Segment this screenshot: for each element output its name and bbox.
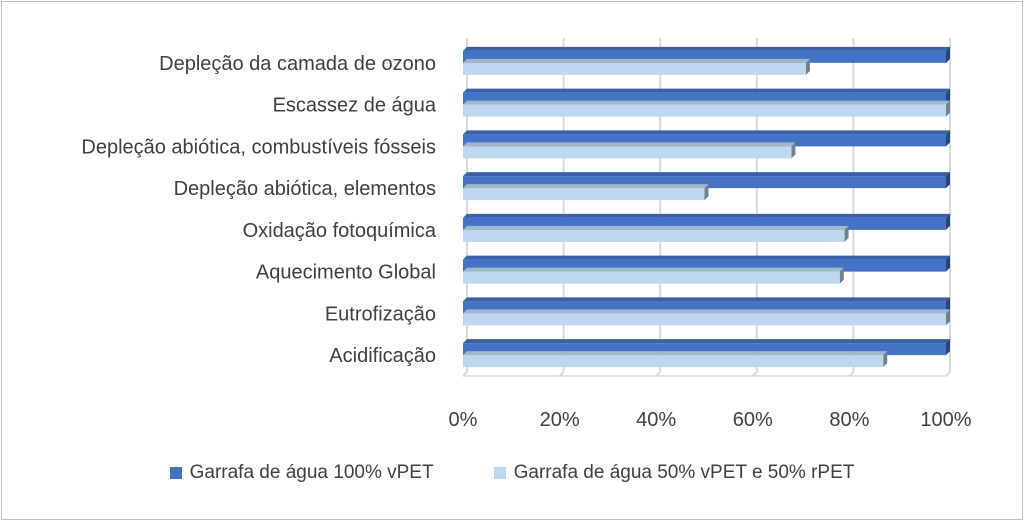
- bar-2-8: [463, 351, 888, 368]
- x-tick-label: 60%: [733, 409, 773, 431]
- bar-top: [463, 172, 950, 177]
- bar-side: [704, 184, 709, 201]
- bar-side: [946, 172, 950, 189]
- bar-side: [883, 351, 888, 368]
- x-tick-label: 0%: [449, 409, 478, 431]
- x-tick-label: 20%: [540, 409, 580, 431]
- bar-front: [463, 62, 806, 75]
- category-label: Depleção da camada de ozono: [159, 53, 436, 75]
- category-label: Depleção abiótica, combustíveis fósseis: [81, 136, 436, 158]
- bar-side: [946, 213, 950, 230]
- x-tick-label: 80%: [829, 409, 869, 431]
- bar-top: [463, 297, 950, 302]
- gridline-floor: [945, 371, 951, 377]
- bar-top: [463, 58, 810, 63]
- legend-item-series-1: Garrafa de água 100% vPET: [169, 462, 434, 484]
- bar-2-6: [463, 267, 844, 284]
- bar-top: [463, 184, 709, 189]
- legend-label-series-1: Garrafa de água 100% vPET: [189, 462, 434, 483]
- bar-side: [791, 142, 796, 159]
- legend-swatch-series-1: [169, 467, 182, 479]
- category-label: Acidificação: [329, 345, 436, 367]
- bar-top: [463, 267, 844, 272]
- bar-side: [946, 46, 950, 63]
- category-label: Depleção abiótica, elementos: [174, 178, 436, 200]
- x-tick-label: 40%: [636, 409, 676, 431]
- bar-2-7: [463, 309, 950, 326]
- bar-top: [463, 339, 950, 344]
- bar-2-5: [463, 225, 849, 242]
- bar-side: [844, 225, 849, 242]
- category-label: Aquecimento Global: [256, 262, 436, 284]
- bar-side: [946, 339, 950, 356]
- legend-label-series-2: Garrafa de água 50% vPET e 50% rPET: [513, 462, 855, 483]
- bar-front: [463, 271, 840, 284]
- bar-2-2: [463, 100, 950, 117]
- bar-front: [463, 229, 845, 242]
- bar-front: [463, 104, 946, 117]
- bar-front: [463, 146, 792, 159]
- bar-top: [463, 213, 950, 218]
- bar-side: [946, 130, 950, 147]
- category-label: Eutrofização: [325, 303, 436, 325]
- bar-side: [805, 58, 810, 75]
- bar-top: [463, 130, 950, 135]
- legend-item-series-2: Garrafa de água 50% vPET e 50% rPET: [493, 462, 855, 484]
- bar-top: [463, 46, 950, 51]
- category-label: Escassez de água: [273, 95, 437, 117]
- bar-2-4: [463, 184, 709, 201]
- bar-front: [463, 355, 884, 368]
- bar-top: [463, 255, 950, 260]
- bar-side: [946, 255, 950, 272]
- bar-side: [946, 309, 950, 326]
- bar-top: [463, 225, 849, 230]
- bar-side: [839, 267, 844, 284]
- bars: [463, 46, 950, 368]
- bar-top: [463, 309, 950, 314]
- bar-side: [946, 100, 950, 117]
- bar-top: [463, 142, 796, 147]
- category-labels: Depleção da camada de ozono Escassez de á…: [81, 53, 437, 367]
- x-tick-label: 100%: [920, 409, 971, 431]
- x-tick-labels: 0% 20% 40% 60% 80% 100%: [449, 409, 972, 431]
- bar-front: [463, 313, 946, 326]
- bar-top: [463, 88, 950, 93]
- bar-2-3: [463, 142, 796, 159]
- bar-top: [463, 100, 950, 105]
- legend: Garrafa de água 100% vPET Garrafa de águ…: [0, 462, 1024, 484]
- bar-top: [463, 351, 888, 356]
- category-label: Oxidação fotoquímica: [243, 220, 437, 242]
- bar-front: [463, 188, 705, 201]
- bar-2-1: [463, 58, 810, 75]
- legend-swatch-series-2: [493, 467, 506, 479]
